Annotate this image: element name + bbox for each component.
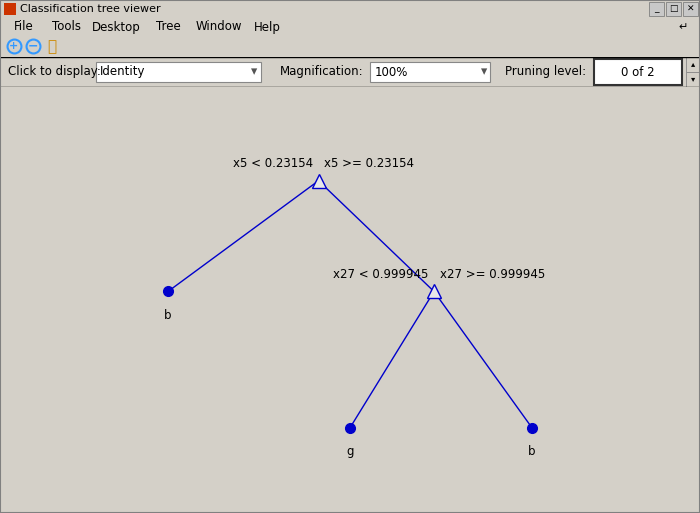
Text: Tree: Tree [156, 21, 181, 33]
Text: −: − [28, 40, 38, 52]
Text: Magnification:: Magnification: [280, 66, 363, 78]
Text: ▾: ▾ [251, 66, 257, 78]
Text: b: b [164, 308, 172, 322]
Text: _: _ [654, 5, 659, 13]
Bar [686, 57, 700, 72]
Bar [686, 72, 700, 87]
Text: ▴: ▴ [691, 60, 695, 69]
Text: Pruning level:: Pruning level: [505, 66, 586, 78]
Text: ▾: ▾ [481, 66, 487, 78]
Text: Desktop: Desktop [92, 21, 141, 33]
Text: ✋: ✋ [48, 40, 57, 54]
Text: Window: Window [196, 21, 242, 33]
Text: ▾: ▾ [691, 74, 695, 84]
Bar [370, 62, 490, 82]
Bar [96, 62, 261, 82]
Text: x27 >= 0.999945: x27 >= 0.999945 [440, 268, 545, 281]
Bar [649, 2, 664, 16]
Bar [594, 59, 682, 85]
Text: 0 of 2: 0 of 2 [621, 66, 654, 78]
Text: Classification tree viewer: Classification tree viewer [20, 4, 160, 14]
Text: □: □ [669, 5, 678, 13]
Text: Identity: Identity [100, 66, 146, 78]
Bar [683, 2, 698, 16]
Text: ✕: ✕ [687, 5, 694, 13]
Text: 100%: 100% [375, 66, 408, 78]
Text: b: b [528, 445, 536, 458]
Text: Tools: Tools [52, 21, 81, 33]
Text: File: File [14, 21, 34, 33]
Text: x5 >= 0.23154: x5 >= 0.23154 [324, 157, 414, 170]
Text: x5 < 0.23154: x5 < 0.23154 [233, 157, 313, 170]
Text: x27 < 0.999945: x27 < 0.999945 [333, 268, 428, 281]
Text: Click to display:: Click to display: [8, 66, 101, 78]
Bar [4, 3, 16, 15]
Bar [666, 2, 681, 16]
Text: Help: Help [254, 21, 281, 33]
Text: +: + [9, 41, 19, 51]
Text: g: g [346, 445, 354, 458]
Text: ↵: ↵ [678, 22, 688, 32]
